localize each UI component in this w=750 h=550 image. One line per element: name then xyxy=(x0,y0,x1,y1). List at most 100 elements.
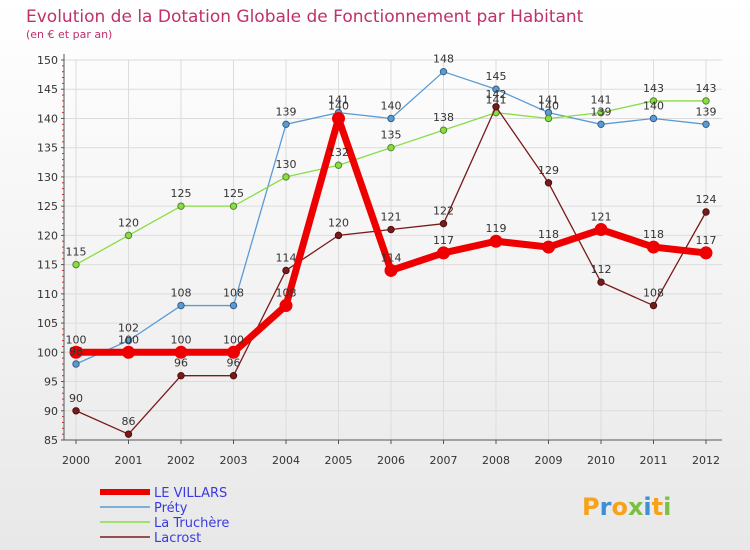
grid-layer xyxy=(64,59,722,441)
data-label: 129 xyxy=(538,164,559,177)
data-point xyxy=(649,97,658,105)
legend-label: LE VILLARS xyxy=(154,486,227,501)
data-label: 142 xyxy=(486,88,507,101)
data-label: 141 xyxy=(538,94,559,107)
data-point xyxy=(174,345,188,359)
chart-subtitle: (en € et par an) xyxy=(26,28,112,41)
y-tick-label: 135 xyxy=(37,142,58,155)
data-label: 90 xyxy=(69,392,83,405)
data-label: 108 xyxy=(276,287,297,300)
data-point xyxy=(229,301,238,310)
data-label: 145 xyxy=(486,70,507,83)
data-label: 120 xyxy=(118,216,139,229)
series-layer xyxy=(69,67,713,438)
data-label: 121 xyxy=(591,211,612,224)
y-tick-label: 110 xyxy=(37,288,58,301)
data-label: 100 xyxy=(118,333,139,346)
data-point xyxy=(332,111,345,125)
data-label: 140 xyxy=(381,99,402,112)
data-point xyxy=(699,246,713,260)
y-tick-label: 140 xyxy=(37,112,58,125)
y-tick-label: 95 xyxy=(44,376,58,389)
data-label: 108 xyxy=(223,287,244,300)
data-label: 138 xyxy=(433,111,454,124)
data-label: 135 xyxy=(381,129,402,142)
data-point xyxy=(702,97,710,105)
data-label: 141 xyxy=(328,94,349,107)
chart-title: Evolution de la Dotation Globale de Fonc… xyxy=(26,7,584,27)
data-point xyxy=(279,299,293,313)
data-label: 102 xyxy=(118,322,139,335)
data-point xyxy=(387,114,395,123)
data-point xyxy=(544,114,553,123)
y-tick-label: 120 xyxy=(37,229,58,242)
data-point xyxy=(177,371,185,380)
data-point xyxy=(124,336,133,345)
data-point xyxy=(542,240,555,254)
data-label: 143 xyxy=(696,82,717,95)
y-tick-label: 130 xyxy=(37,171,58,184)
legend-label: Lacrost xyxy=(154,531,201,546)
data-label: 117 xyxy=(433,234,454,247)
data-point xyxy=(334,161,343,169)
data-label: 139 xyxy=(276,105,297,118)
data-label: 121 xyxy=(381,211,402,224)
data-point xyxy=(229,371,238,380)
data-point xyxy=(437,246,450,260)
x-tick-label: 2000 xyxy=(62,454,90,467)
proxiti-logo: Proxiti xyxy=(582,493,671,521)
data-label: 100 xyxy=(66,333,87,346)
data-point xyxy=(544,179,553,187)
axis-layer: 85 90 95 100 105 110 115 120 125 130 135 140 145 150 2… xyxy=(37,54,722,467)
data-label: 108 xyxy=(171,287,192,300)
data-point xyxy=(124,231,133,240)
x-tick-label: 2002 xyxy=(167,454,195,467)
data-label: 141 xyxy=(591,94,612,107)
data-point xyxy=(489,234,503,248)
data-label: 132 xyxy=(328,146,349,159)
data-point xyxy=(334,231,343,240)
x-tick-label: 2011 xyxy=(640,454,668,467)
y-tick-label: 115 xyxy=(37,259,58,272)
data-label: 118 xyxy=(538,228,559,241)
x-tick-label: 2008 xyxy=(482,454,510,467)
data-point xyxy=(69,345,83,359)
data-point xyxy=(282,266,290,275)
data-label: 140 xyxy=(643,99,664,112)
data-point xyxy=(124,430,133,438)
data-label: 143 xyxy=(643,82,664,95)
x-tick-label: 2010 xyxy=(587,454,615,467)
data-label: 139 xyxy=(696,105,717,118)
y-tick-label: 90 xyxy=(44,405,58,418)
y-tick-label: 150 xyxy=(37,54,58,67)
y-tick-label: 145 xyxy=(37,83,58,96)
data-point xyxy=(439,67,448,76)
data-label: 114 xyxy=(381,251,402,264)
data-point xyxy=(594,223,608,237)
data-point xyxy=(177,202,185,210)
data-label: 96 xyxy=(174,357,188,370)
data-point xyxy=(597,278,605,286)
data-label: 96 xyxy=(227,357,241,370)
data-point xyxy=(122,345,135,359)
data-point xyxy=(492,103,500,111)
data-label: 115 xyxy=(66,246,87,259)
data-point xyxy=(384,263,398,277)
x-tick-label: 2009 xyxy=(535,454,563,467)
y-tick-label: 100 xyxy=(37,346,58,359)
y-tick-label: 85 xyxy=(44,434,58,447)
data-label: 141 xyxy=(486,94,507,107)
data-point xyxy=(597,120,605,129)
data-point xyxy=(702,208,710,216)
logo-text: Proxiti xyxy=(582,493,671,521)
data-point xyxy=(72,407,80,415)
data-label: 100 xyxy=(171,333,192,346)
data-label: 98 xyxy=(69,345,83,358)
y-tick-label: 105 xyxy=(37,317,58,330)
data-point xyxy=(492,85,500,93)
